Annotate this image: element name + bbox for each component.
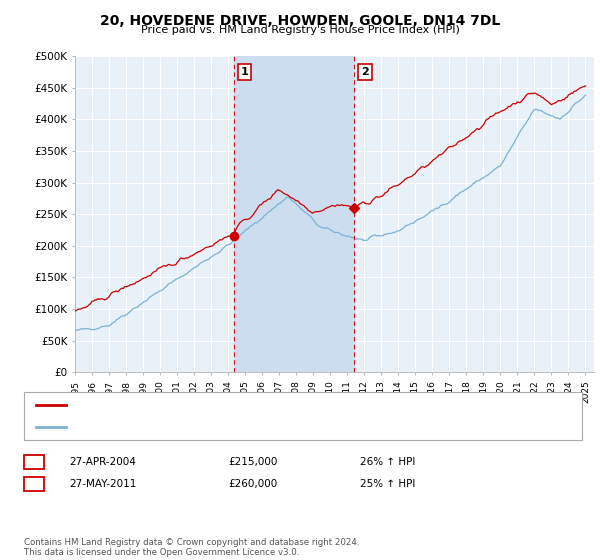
Text: £215,000: £215,000 (228, 457, 277, 467)
Text: 20, HOVEDENE DRIVE, HOWDEN, GOOLE, DN14 7DL (detached house): 20, HOVEDENE DRIVE, HOWDEN, GOOLE, DN14 … (72, 400, 416, 410)
Text: 1: 1 (241, 67, 248, 77)
Text: 26% ↑ HPI: 26% ↑ HPI (360, 457, 415, 467)
Text: Price paid vs. HM Land Registry's House Price Index (HPI): Price paid vs. HM Land Registry's House … (140, 25, 460, 35)
Bar (233, 56, 354, 372)
Text: 2: 2 (30, 479, 38, 489)
Text: 2: 2 (361, 67, 369, 77)
Text: 25% ↑ HPI: 25% ↑ HPI (360, 479, 415, 489)
Text: Contains HM Land Registry data © Crown copyright and database right 2024.
This d: Contains HM Land Registry data © Crown c… (24, 538, 359, 557)
Text: 20, HOVEDENE DRIVE, HOWDEN, GOOLE, DN14 7DL: 20, HOVEDENE DRIVE, HOWDEN, GOOLE, DN14 … (100, 14, 500, 28)
Text: 1: 1 (30, 457, 38, 467)
Text: 27-MAY-2011: 27-MAY-2011 (69, 479, 136, 489)
Text: 27-APR-2004: 27-APR-2004 (69, 457, 136, 467)
Text: HPI: Average price, detached house, East Riding of Yorkshire: HPI: Average price, detached house, East… (72, 422, 367, 432)
Text: £260,000: £260,000 (228, 479, 277, 489)
